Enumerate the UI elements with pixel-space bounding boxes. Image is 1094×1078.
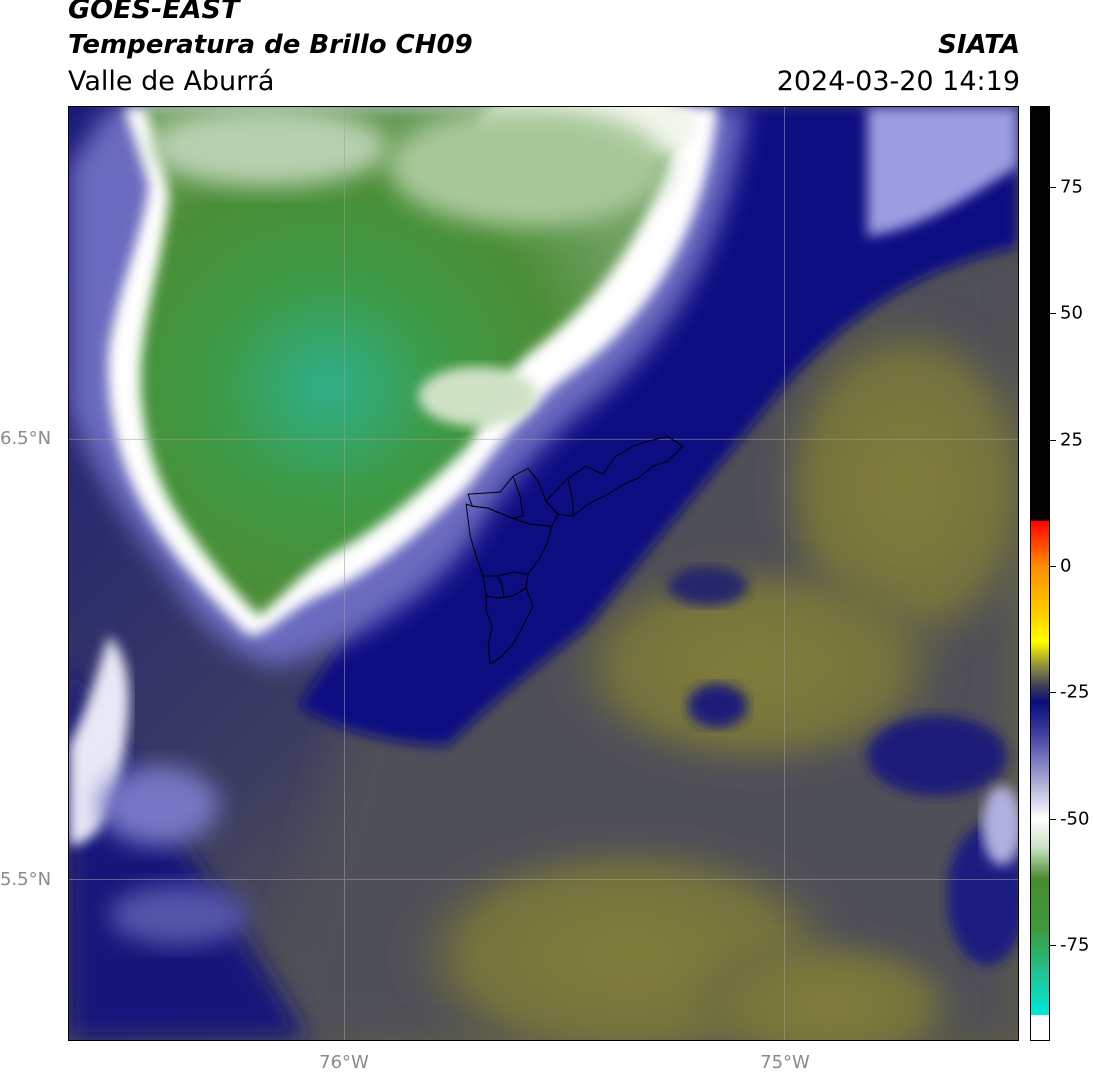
colorbar-tick-label: 0 <box>1060 555 1072 577</box>
colorbar-tick-label: 25 <box>1060 429 1083 451</box>
light-cell-se <box>982 785 1018 866</box>
colorbar-tick-mark <box>1050 565 1056 567</box>
colorbar-tick-label: -75 <box>1060 934 1090 956</box>
colorbar-tick-label: -50 <box>1060 808 1090 830</box>
pale-green-east <box>418 366 539 427</box>
map-canvas <box>69 107 1018 1040</box>
colorbar-gradient <box>1031 107 1049 1040</box>
colorbar-tick-label: 50 <box>1060 302 1083 324</box>
olive-region-center <box>557 556 958 776</box>
colorbar-tick-mark <box>1050 313 1056 315</box>
pale-green-north <box>148 107 389 187</box>
colorbar-tick-label: 75 <box>1060 176 1083 198</box>
boundary-northeast <box>545 435 684 517</box>
pale-green-top <box>388 107 668 227</box>
colorbar-tick-mark <box>1050 439 1056 441</box>
colorbar <box>1030 106 1050 1041</box>
satellite-map[interactable] <box>68 106 1019 1041</box>
navy-band-northeast <box>298 107 1018 746</box>
light-band-northeast <box>867 107 1018 237</box>
boundary-center <box>465 503 553 577</box>
light-blue-southwest <box>108 885 249 946</box>
colorbar-tick-label: -25 <box>1060 681 1090 703</box>
lat-label-5-5: 5.5°N <box>0 869 52 890</box>
satellite-title: GOES-EAST <box>68 0 240 25</box>
boundary-inner-2 <box>567 478 574 517</box>
olive-region-south-east <box>687 935 968 1040</box>
region-subtitle: Valle de Aburrá <box>68 66 275 97</box>
navy-cell-1 <box>687 683 748 728</box>
navy-cell-2 <box>867 715 1008 796</box>
boundary-inner-3 <box>497 575 505 599</box>
colorbar-tick-mark <box>1050 818 1056 820</box>
product-title: Temperatura de Brillo CH09 <box>68 30 473 60</box>
light-blue-west <box>98 765 219 846</box>
navy-cell-4 <box>667 566 748 606</box>
municipal-boundaries <box>465 435 684 665</box>
lon-label-75: 75°W <box>760 1052 810 1073</box>
boundary-inner-1 <box>511 476 524 519</box>
boundary-south-2 <box>485 587 534 665</box>
colorbar-tick-mark <box>1050 186 1056 188</box>
lon-label-76: 76°W <box>319 1052 369 1073</box>
navy-band-west <box>69 665 309 1040</box>
graticule <box>69 107 1018 1040</box>
colorbar-tick-mark <box>1050 692 1056 694</box>
lat-label-6-5: 6.5°N <box>0 428 52 449</box>
cloud-core-green <box>140 107 678 616</box>
colorbar-tick-mark <box>1050 944 1056 946</box>
datetime-label: 2024-03-20 14:19 <box>776 66 1020 97</box>
agency-title: SIATA <box>938 30 1020 60</box>
